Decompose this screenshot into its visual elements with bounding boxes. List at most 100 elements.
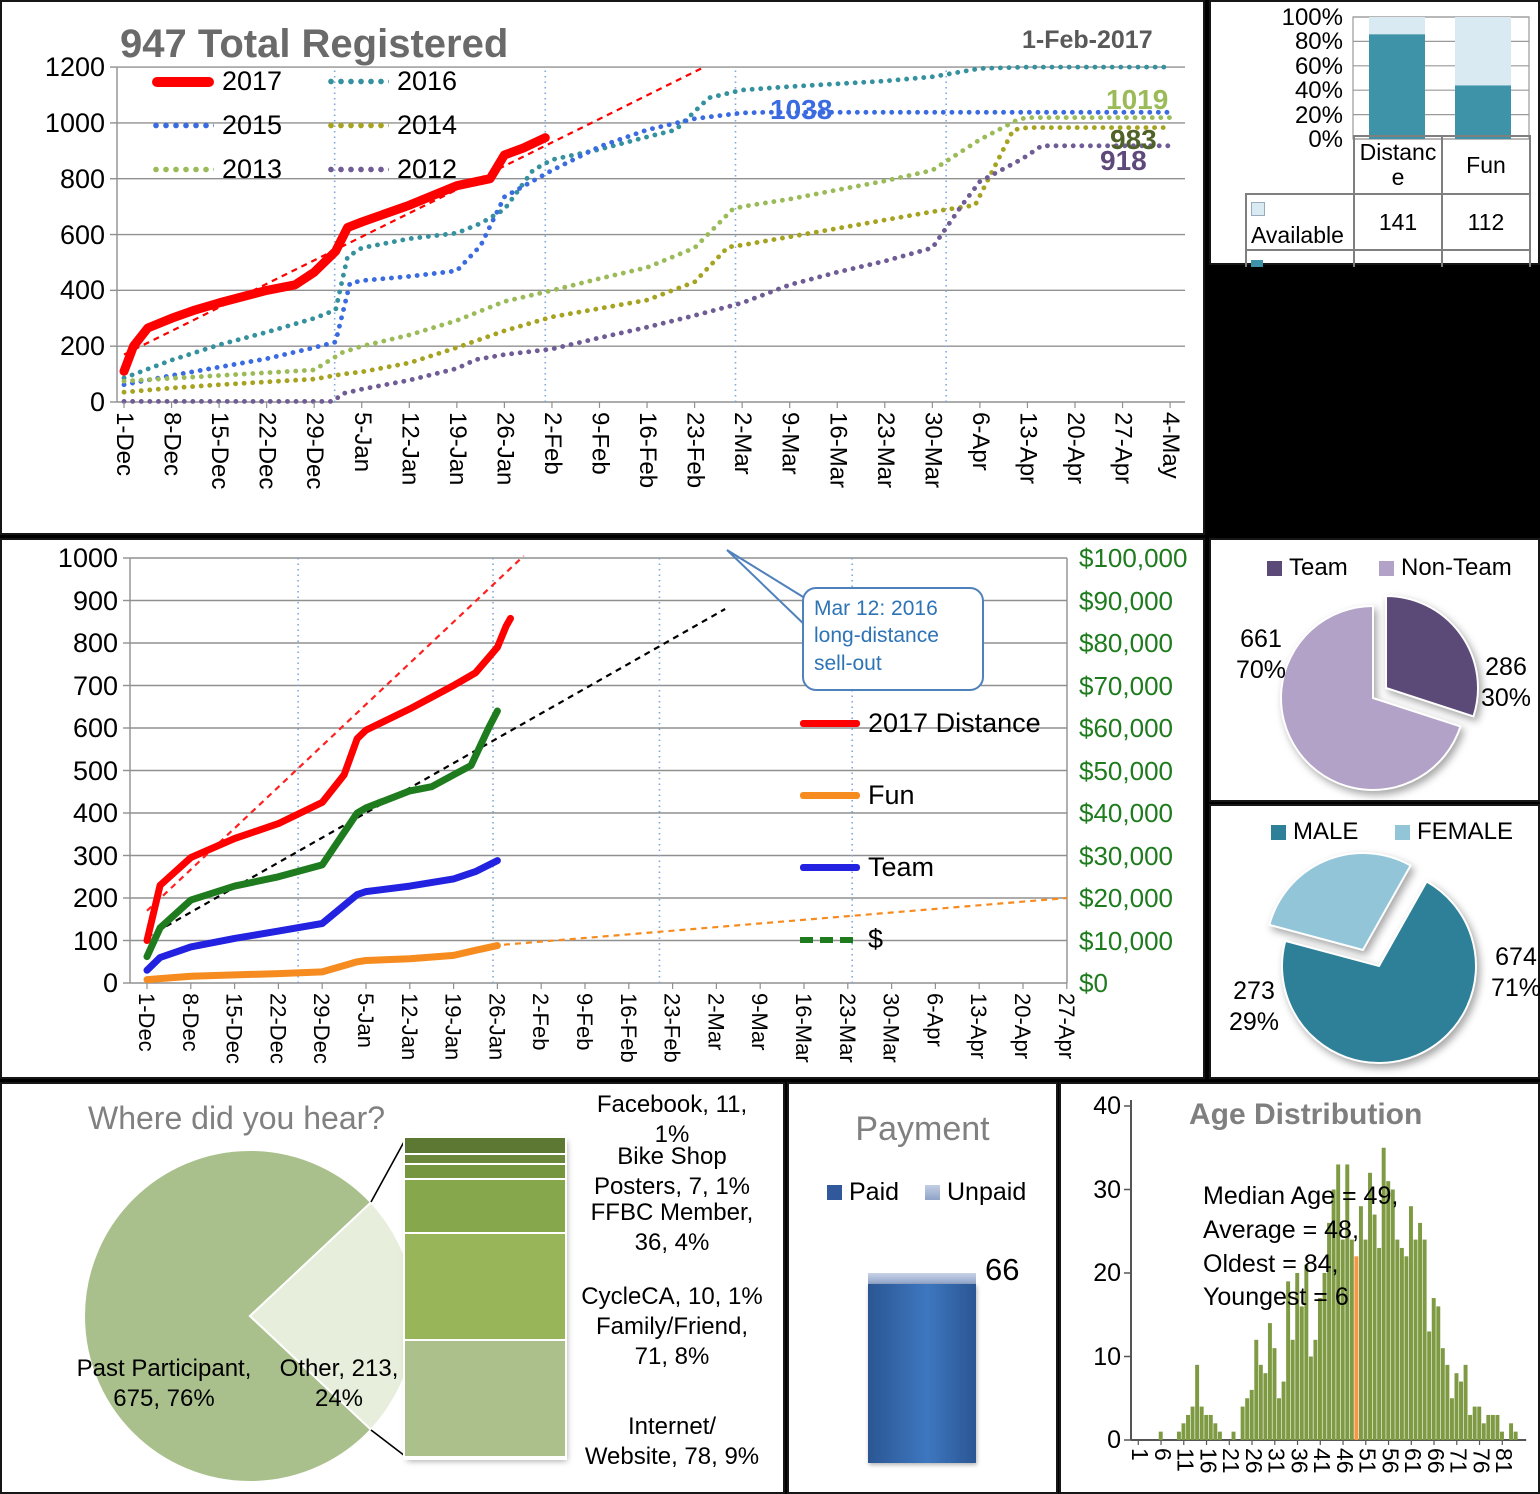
legend-label: 2015 [222, 110, 283, 140]
x-tick-label: 9-Feb [572, 993, 597, 1051]
end-label-2015: 1038 [770, 94, 833, 125]
age-x-label: 76 [1468, 1448, 1495, 1474]
capacity-y-label: 0% [1308, 126, 1343, 153]
legend-sample [327, 78, 389, 85]
team-swatch [1267, 560, 1282, 576]
paid-legend-item: Paid [827, 1178, 899, 1207]
available-swatch [1251, 202, 1265, 216]
hear-segment-Internet/Website [405, 1340, 565, 1458]
legend-label: Team [868, 852, 935, 882]
age-x-label: 66 [1422, 1448, 1449, 1474]
y-tick-label: 200 [72, 883, 118, 913]
capacity-col-fun: Fun [1441, 135, 1531, 195]
blank-black-panel [1209, 267, 1540, 536]
age-chart-panel: Age Distribution Median Age = 49, Averag… [1059, 1082, 1540, 1494]
capacity-chart-panel: Distance Fun Available 141 112 Registere… [1209, 0, 1540, 307]
legend-sample [152, 166, 214, 173]
x-tick-label: 15-Dec [221, 993, 247, 1064]
x-tick-label: 16-Mar [791, 993, 816, 1063]
x-tick-label: 1-Dec [134, 993, 159, 1052]
hear-segment-Bike Shop Posters [405, 1154, 565, 1166]
legend-sample [800, 864, 860, 871]
legend-item-2015: 2015 [152, 110, 282, 141]
legend-label: 2014 [397, 110, 458, 140]
past-participant-line1: Past Participant, [76, 1355, 252, 1382]
age-stat-average: Average = 48, [1203, 1215, 1359, 1244]
right-y-tick-label: $70,000 [1079, 670, 1173, 701]
male-swatch [1271, 824, 1286, 840]
age-x-label: 11 [1172, 1448, 1199, 1472]
hear-label-Family/Friend: Family/Friend, 71, 8% [562, 1312, 782, 1372]
x-tick-label: 8-Dec [158, 412, 186, 477]
y-tick-label: 1000 [57, 543, 118, 573]
age-x-label: 16 [1195, 1448, 1222, 1474]
age-y-label: 30 [1093, 1175, 1121, 1204]
right-y-tick-label: $50,000 [1079, 755, 1173, 786]
legend-item-2014: 2014 [327, 110, 457, 141]
age-stat-median: Median Age = 49, [1203, 1182, 1399, 1210]
x-tick-label: 16-Mar [824, 412, 852, 489]
legend-item-2016: 2016 [327, 66, 457, 97]
x-tick-label: 6-Apr [966, 412, 994, 471]
y-tick-label: 1000 [44, 107, 105, 138]
age-x-label: 81 [1491, 1448, 1517, 1474]
sales-legend-item-Fun: Fun [800, 780, 915, 811]
y-tick-label: 0 [102, 968, 118, 998]
x-tick-label: 9-Feb [586, 412, 614, 475]
other-label: Other, 213, 24% [254, 1354, 424, 1414]
hear-label-line: 71, 8% [634, 1343, 710, 1370]
payment-chart-panel: Payment Paid Unpaid 66 [787, 1082, 1058, 1494]
female-swatch [1395, 824, 1410, 840]
female-value-label: 273 29% [1219, 976, 1289, 1039]
legend-sample [152, 76, 214, 87]
x-tick-label: 23-Feb [681, 412, 709, 489]
legend-label: 2017 [222, 66, 283, 96]
legend-label: 2012 [397, 154, 458, 184]
legend-label: 2013 [222, 154, 283, 184]
x-tick-label: 26-Jan [484, 993, 510, 1061]
payment-data-label: 66 [985, 1252, 1020, 1287]
hear-label-line: Website, 78, 9% [584, 1443, 760, 1470]
age-y-label: 20 [1093, 1259, 1121, 1287]
nonteam-legend-item: Non-Team [1379, 554, 1512, 582]
y-tick-label: 1200 [44, 52, 105, 83]
male-legend-item: MALE [1271, 818, 1358, 846]
hear-label-Facebook: Facebook, 11, 1% [562, 1090, 782, 1150]
y-tick-label: 0 [89, 387, 105, 417]
age-stats: Median Age = 49, Average = 48, Oldest = … [1203, 1180, 1398, 1315]
legend-sample [152, 122, 214, 129]
x-tick-label: 13-Apr [966, 993, 992, 1060]
sales-legend-item-$: $ [800, 924, 883, 955]
legend-sample [800, 936, 860, 943]
right-y-tick-label: $80,000 [1079, 628, 1173, 658]
age-chart-title: Age Distribution [1189, 1098, 1423, 1131]
age-x-label: 36 [1286, 1448, 1313, 1474]
legend-label: Fun [868, 780, 915, 810]
age-x-label: 41 [1309, 1448, 1335, 1474]
age-x-label: 46 [1331, 1448, 1358, 1474]
female-legend-label: FEMALE [1417, 818, 1514, 845]
hear-chart-panel: Where did you hear? Past Participant, 67… [0, 1082, 785, 1494]
age-x-label: 1 [1127, 1448, 1153, 1461]
callout-line-3: sell-out [814, 651, 882, 675]
callout-bubble: Mar 12: 2016 long-distance sell-out [802, 587, 984, 691]
age-y-label: 40 [1093, 1092, 1121, 1120]
male-value-label: 674 71% [1483, 942, 1540, 1005]
legend-sample [327, 122, 389, 129]
capacity-y-label: 80% [1294, 28, 1343, 56]
unpaid-legend-label: Unpaid [947, 1178, 1027, 1206]
x-tick-label: 16-Feb [615, 993, 641, 1063]
x-tick-label: 2-Feb [528, 993, 554, 1051]
registrations-chart-title: 947 Total Registered [120, 22, 509, 66]
y-tick-label: 200 [59, 331, 105, 362]
hear-segment-Facebook [405, 1138, 565, 1155]
hear-segment-Family/Friend [405, 1234, 565, 1341]
paid-bar-segment [868, 1284, 976, 1463]
y-tick-label: 600 [72, 713, 118, 743]
x-tick-label: 23-Feb [659, 993, 685, 1063]
right-y-tick-label: $40,000 [1079, 798, 1173, 828]
age-x-label: 61 [1400, 1448, 1426, 1474]
male-count: 674 [1495, 943, 1537, 971]
x-tick-label: 20-Apr [1010, 993, 1035, 1060]
x-tick-label: 20-Apr [1062, 412, 1089, 485]
